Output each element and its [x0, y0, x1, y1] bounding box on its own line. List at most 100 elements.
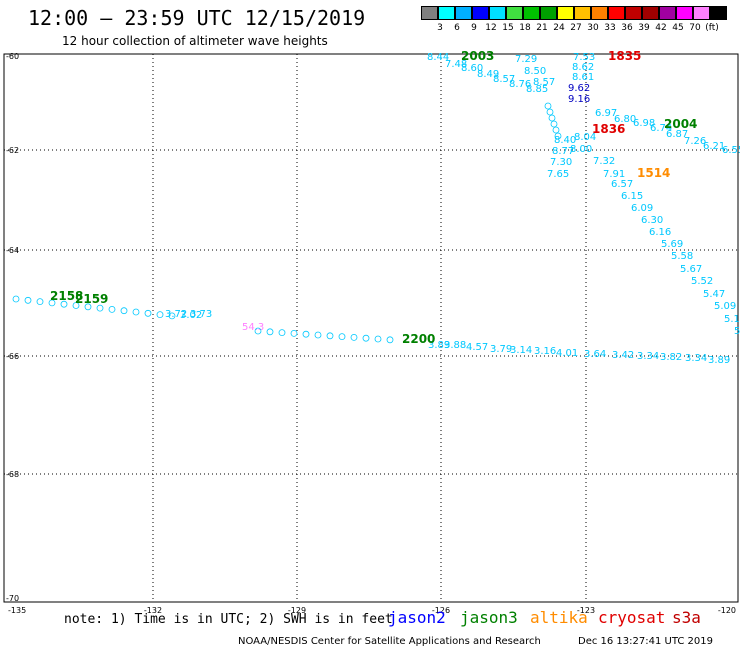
track-marker [120, 307, 128, 315]
wave-height-value: 5.58 [671, 251, 693, 262]
wave-height-value: 7.48 [445, 59, 467, 70]
colorbar-swatch [557, 6, 574, 20]
wave-height-value: 8.60 [461, 63, 483, 74]
footer-date: Dec 16 13:27:41 UTC 2019 [578, 636, 713, 647]
track-marker [12, 295, 20, 303]
wave-height-value: 7.91 [603, 169, 625, 180]
lat-label: -64 [6, 246, 19, 255]
track-marker [548, 114, 556, 122]
track-marker [302, 330, 310, 338]
track-marker [338, 333, 346, 341]
wave-height-value: 9.16 [568, 94, 590, 105]
lon-label: -126 [432, 606, 450, 615]
track-marker [552, 126, 560, 134]
wave-height-value: 7.53 [573, 52, 595, 63]
colorbar-swatch [625, 6, 642, 20]
wave-height-value: 6.09 [631, 203, 653, 214]
wave-height-value: 4.01 [556, 348, 578, 359]
colorbar-label: 27 [570, 23, 582, 33]
map-grid: -60 -62 -64 -66 -68 -70 -135 -132 -129 -126 -123 -1… [3, 52, 739, 615]
wave-height-value: 5.52 [691, 276, 713, 287]
wave-height-value: 8.57 [533, 77, 555, 88]
wave-height-value: 7.32 [593, 156, 615, 167]
colorbar-swatch [676, 6, 693, 20]
track-marker [386, 336, 394, 344]
satellite-name: cryosat [598, 608, 666, 627]
map-subtitle: 12 hour collection of altimeter wave hei… [62, 34, 328, 48]
wave-height-value: 3.34 [685, 353, 707, 364]
wave-height-value: 6.57 [611, 179, 633, 190]
lat-label: -70 [6, 594, 19, 603]
colorbar-label: 70 [689, 23, 701, 33]
wave-height-points: 8.447.488.608.498.578.768.857.298.508.57… [12, 52, 740, 366]
wave-height-value: 3.89 [428, 340, 450, 351]
wave-height-value: 8.04 [574, 132, 596, 143]
colorbar-label: 39 [638, 23, 650, 33]
wave-height-value: 7.26 [684, 136, 706, 147]
wave-height-value: 3.82 [660, 352, 682, 363]
wave-height-value: 3.16 [534, 346, 556, 357]
time-label: 2158 [50, 289, 83, 303]
lon-label: -132 [144, 606, 162, 615]
wave-height-value: 4.57 [466, 342, 488, 353]
footer-note: note: 1) Time is in UTC; 2) SWH is in fe… [64, 612, 393, 627]
colorbar-swatch [472, 6, 489, 20]
wave-height-value: 6.55 [722, 145, 740, 156]
track-marker [36, 298, 44, 306]
lon-label: -123 [577, 606, 595, 615]
wave-height-value: 6.15 [621, 191, 643, 202]
satellite-name: jason3 [460, 608, 518, 627]
colorbar-label: 45 [672, 23, 684, 33]
wave-height-value: 8.44 [427, 52, 449, 63]
track-marker [168, 312, 176, 320]
wave-height-value: 8.61 [572, 72, 594, 83]
lat-label: -60 [6, 52, 19, 61]
colorbar-swatch [540, 6, 557, 20]
track-marker [48, 299, 56, 307]
colorbar-swatch [489, 6, 506, 20]
time-label: 1514 [637, 166, 670, 180]
wave-height-value: 6.98 [633, 118, 655, 129]
track-marker [72, 302, 80, 309]
wave-height-value: 3.89 [708, 355, 730, 366]
track-marker [266, 328, 274, 336]
satellite-name: jason2 [388, 608, 446, 627]
wave-height-value: 5.67 [680, 264, 702, 275]
time-label: 1836 [592, 122, 625, 136]
colorbar-label: 24 [553, 23, 565, 33]
colorbar-label: 18 [519, 23, 531, 33]
colorbar-swatch [591, 6, 608, 20]
track-marker [96, 304, 104, 312]
colorbar-label: 42 [655, 23, 667, 33]
time-label: 2004 [664, 117, 697, 131]
wave-height-value: 6.97 [595, 108, 617, 119]
track-marker [254, 327, 262, 335]
wave-height-value: 6.87 [666, 129, 688, 140]
wave-height-value: 5.09 [714, 301, 736, 312]
colorbar-swatch [523, 6, 540, 20]
colorbar-label: 21 [536, 23, 548, 33]
track-marker [546, 108, 554, 116]
colorbar-swatch [659, 6, 676, 20]
colorbar-label: 6 [454, 23, 460, 33]
colorbar-label: 30 [587, 23, 599, 33]
wave-height-value: 3.64 [584, 349, 606, 360]
colorbar-swatch [574, 6, 591, 20]
track-marker [374, 335, 382, 343]
colorbar-swatch [608, 6, 625, 20]
colorbar-swatch [421, 6, 438, 20]
wave-height-value: 8.77 [552, 146, 574, 157]
track-marker [326, 332, 334, 340]
wave-height-value: 6.16 [649, 227, 671, 238]
track-marker [60, 300, 68, 308]
lat-label: -66 [6, 352, 19, 361]
track-marker [144, 309, 152, 317]
colorbar-swatch [438, 6, 455, 20]
wave-height-value: 8.85 [526, 84, 548, 95]
colorbar-label: 9 [471, 23, 477, 33]
track-marker [544, 102, 552, 110]
satellite-name: altika [530, 608, 588, 627]
time-label: 2003 [461, 49, 494, 63]
wave-height-value: 54.3 [242, 322, 264, 333]
